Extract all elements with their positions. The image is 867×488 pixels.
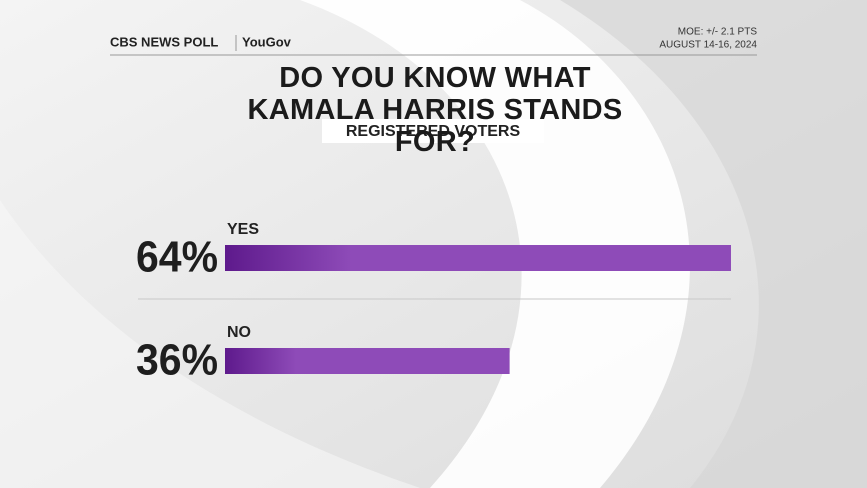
subtitle: REGISTERED VOTERS — [346, 123, 521, 140]
category-label: NO — [227, 324, 251, 341]
value-label: 36% — [136, 336, 218, 385]
decor-swoosh — [300, 0, 690, 488]
value-label: 64% — [136, 233, 218, 282]
chart-title: DO YOU KNOW WHAT KAMALA HARRIS STANDS FO… — [247, 62, 623, 158]
source-yougov: YouGov — [242, 34, 292, 49]
decor-swoosh — [0, 200, 420, 488]
category-label: YES — [227, 221, 259, 238]
bar — [225, 245, 731, 271]
source-cbs: CBS NEWS POLL — [110, 34, 218, 49]
subtitle-box — [322, 119, 544, 143]
bar — [225, 348, 510, 374]
decor-swoosh — [560, 0, 867, 488]
moe: MOE: +/- 2.1 PTS — [678, 27, 758, 38]
date: AUGUST 14-16, 2024 — [659, 40, 757, 51]
